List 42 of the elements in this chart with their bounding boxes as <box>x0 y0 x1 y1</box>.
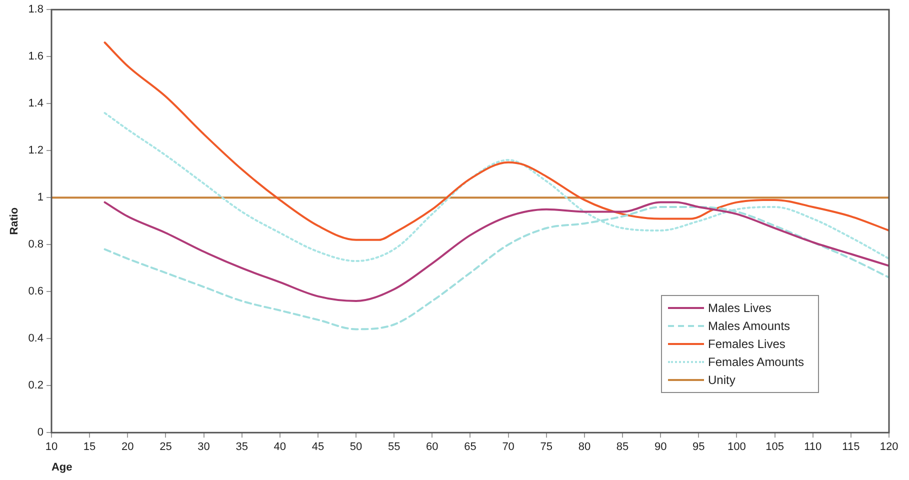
x-tick-label: 95 <box>692 441 705 454</box>
x-tick-label: 85 <box>616 441 629 454</box>
legend-label: Females Lives <box>708 336 786 351</box>
legend-label: Females Amounts <box>708 354 804 369</box>
x-tick-label: 10 <box>45 441 58 454</box>
y-tick-label: 1.8 <box>28 4 44 16</box>
x-axis-title: Age <box>51 461 72 474</box>
x-tick-label: 30 <box>198 441 210 454</box>
legend-label: Males Amounts <box>708 318 790 333</box>
x-tick-label: 80 <box>578 441 591 454</box>
y-tick-label: 0 <box>37 426 44 439</box>
x-tick-label: 50 <box>350 441 362 454</box>
x-tick-label: 45 <box>312 441 324 454</box>
y-axis-title: Ratio <box>8 207 21 235</box>
x-tick-label: 25 <box>160 441 172 454</box>
x-tick-label: 115 <box>842 441 860 454</box>
x-tick-label: 60 <box>426 441 438 454</box>
x-tick-label: 110 <box>804 441 822 454</box>
y-tick-label: 1.2 <box>28 144 44 157</box>
line-series <box>104 42 889 241</box>
x-tick-label: 120 <box>880 441 898 454</box>
y-tick-label: 0.6 <box>28 286 44 298</box>
legend-label: Unity <box>708 372 736 387</box>
x-tick-label: 100 <box>728 441 746 454</box>
x-tick-label: 55 <box>388 441 400 454</box>
line-series <box>104 201 889 302</box>
x-tick-label: 105 <box>766 441 784 454</box>
x-tick-label: 20 <box>122 441 134 454</box>
legend-label: Males Lives <box>708 300 772 315</box>
x-tick-label: 90 <box>654 441 667 454</box>
y-tick-label: 1.4 <box>28 98 44 110</box>
x-tick-label: 65 <box>464 441 476 454</box>
y-tick-label: 0.4 <box>28 332 44 345</box>
y-tick-label: 0.2 <box>28 380 44 392</box>
x-tick-label: 75 <box>540 441 553 454</box>
y-tick-label: 1 <box>37 192 44 204</box>
y-tick-label: 1.6 <box>28 50 44 63</box>
x-tick-label: 15 <box>83 441 96 454</box>
x-tick-label: 35 <box>236 441 248 454</box>
x-tick-label: 40 <box>274 441 286 454</box>
x-tick-label: 70 <box>502 441 514 454</box>
y-tick-label: 0.8 <box>28 238 44 251</box>
